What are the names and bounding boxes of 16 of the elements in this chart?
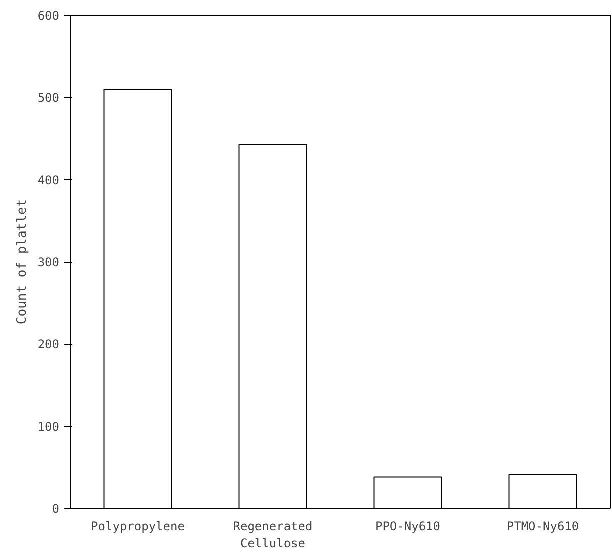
y-tick-label: 300: [38, 256, 60, 270]
x-tick-label: Polypropylene: [91, 520, 185, 534]
x-tick-label: PPO-Ny610: [375, 520, 441, 534]
y-tick-label: 200: [38, 338, 60, 352]
y-tick-label: 0: [52, 502, 60, 516]
y-tick-label: 100: [38, 420, 60, 434]
bar: [238, 144, 308, 508]
bar: [374, 476, 442, 508]
y-tick-label: 500: [38, 91, 60, 106]
y-tick-label: 600: [38, 9, 60, 23]
bar: [508, 474, 578, 508]
x-tick-label: Regenerated Cellulose: [233, 520, 313, 550]
y-tick-label: 400: [38, 173, 60, 188]
bar: [104, 88, 172, 508]
y-axis-title: Count of platlet: [14, 199, 30, 325]
x-tick-label: PTMO-Ny610: [506, 520, 580, 534]
